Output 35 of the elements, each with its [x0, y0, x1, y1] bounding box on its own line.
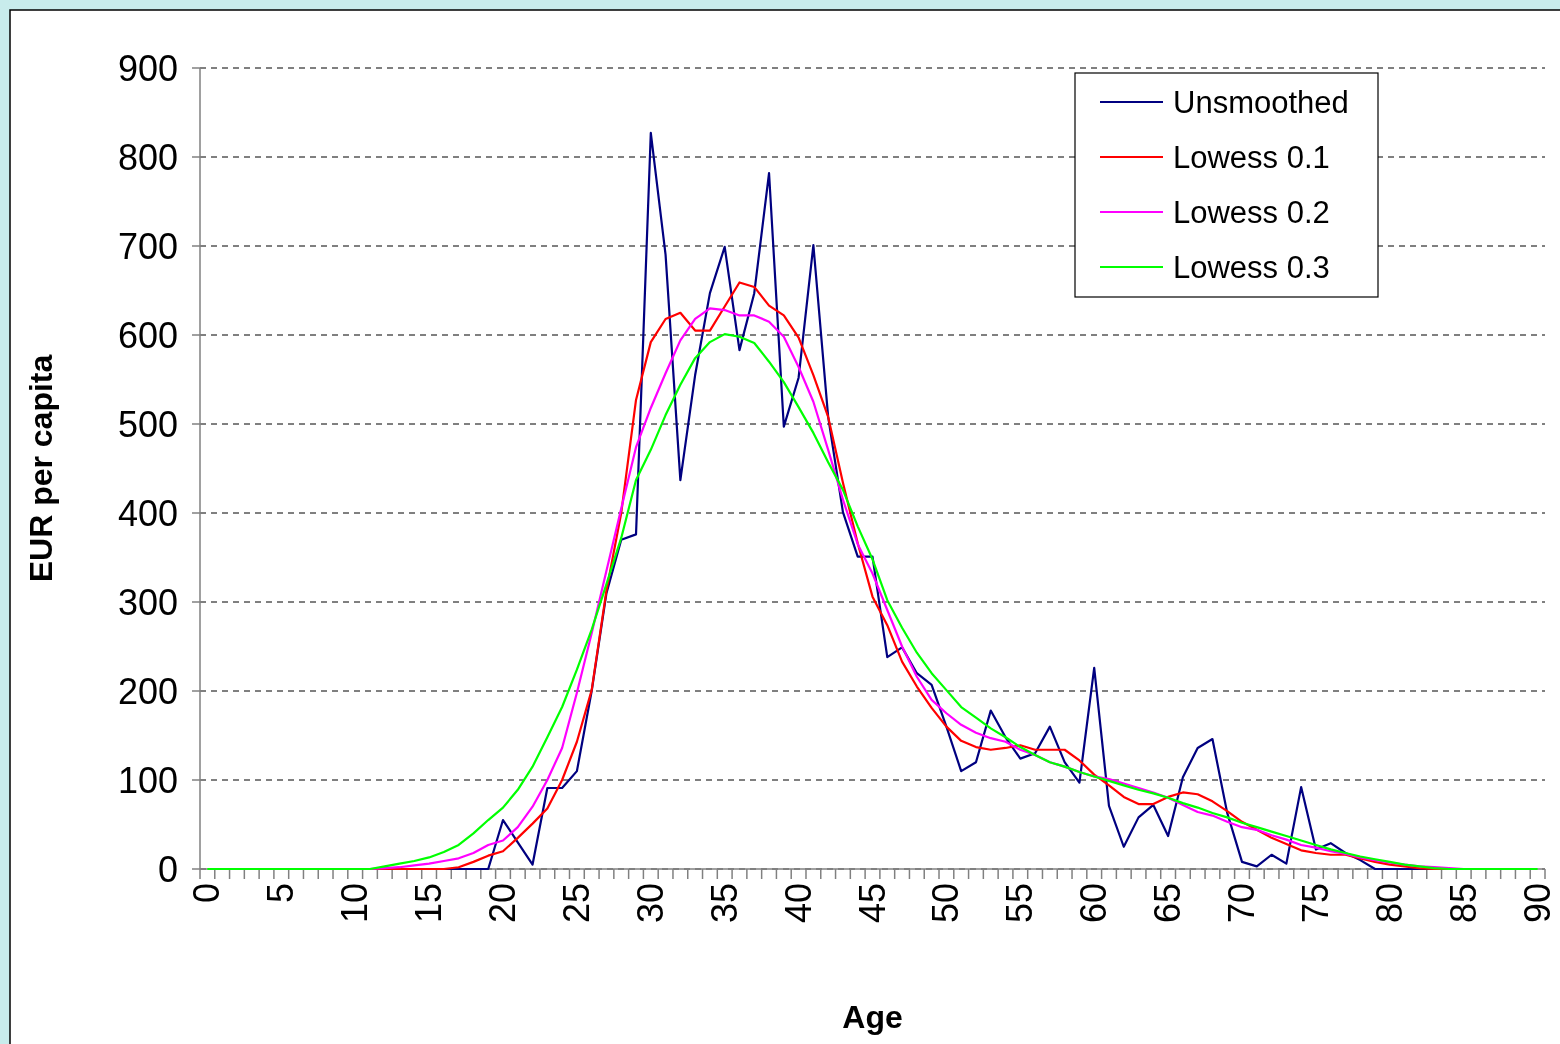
y-tick-label: 100 [117, 759, 178, 801]
x-tick-label: 10 [334, 883, 376, 924]
legend-label: Lowess 0.3 [1173, 249, 1330, 285]
x-axis-title: Age [842, 999, 903, 1035]
y-tick-label: 300 [117, 581, 178, 623]
x-tick-label: 35 [703, 883, 745, 924]
x-tick-label: 25 [555, 883, 597, 924]
y-tick-label: 900 [117, 47, 178, 89]
x-tick-label: 50 [925, 883, 967, 924]
x-tick-label: 80 [1368, 883, 1410, 924]
legend-label: Lowess 0.1 [1173, 139, 1330, 175]
legend-label: Lowess 0.2 [1173, 194, 1330, 230]
y-tick-label: 400 [117, 492, 178, 534]
y-tick-label: 800 [117, 136, 178, 178]
x-tick-label: 90 [1516, 883, 1558, 924]
y-tick-label: 700 [117, 225, 178, 267]
x-tick-label: 0 [186, 883, 228, 904]
line-series [206, 333, 1539, 871]
x-tick-label: 20 [481, 883, 523, 924]
x-tick-label: 45 [851, 883, 893, 924]
y-tick-label: 200 [117, 670, 178, 712]
x-tick-label: 30 [629, 883, 671, 924]
x-tick-label: 40 [777, 883, 819, 924]
legend-label: Unsmoothed [1173, 84, 1349, 120]
x-tick-label: 60 [1073, 883, 1115, 924]
x-tick-label: 55 [999, 883, 1041, 924]
y-axis-title: EUR per capita [23, 354, 59, 583]
y-tick-label: 500 [117, 403, 178, 445]
x-tick-label: 15 [408, 883, 450, 924]
x-tick-label: 5 [260, 883, 302, 904]
x-tick-label: 75 [1294, 883, 1336, 924]
x-tick-label: 85 [1442, 883, 1484, 924]
x-tick-label: 70 [1221, 883, 1263, 924]
x-tick-label: 65 [1147, 883, 1189, 924]
y-tick-label: 600 [117, 314, 178, 356]
